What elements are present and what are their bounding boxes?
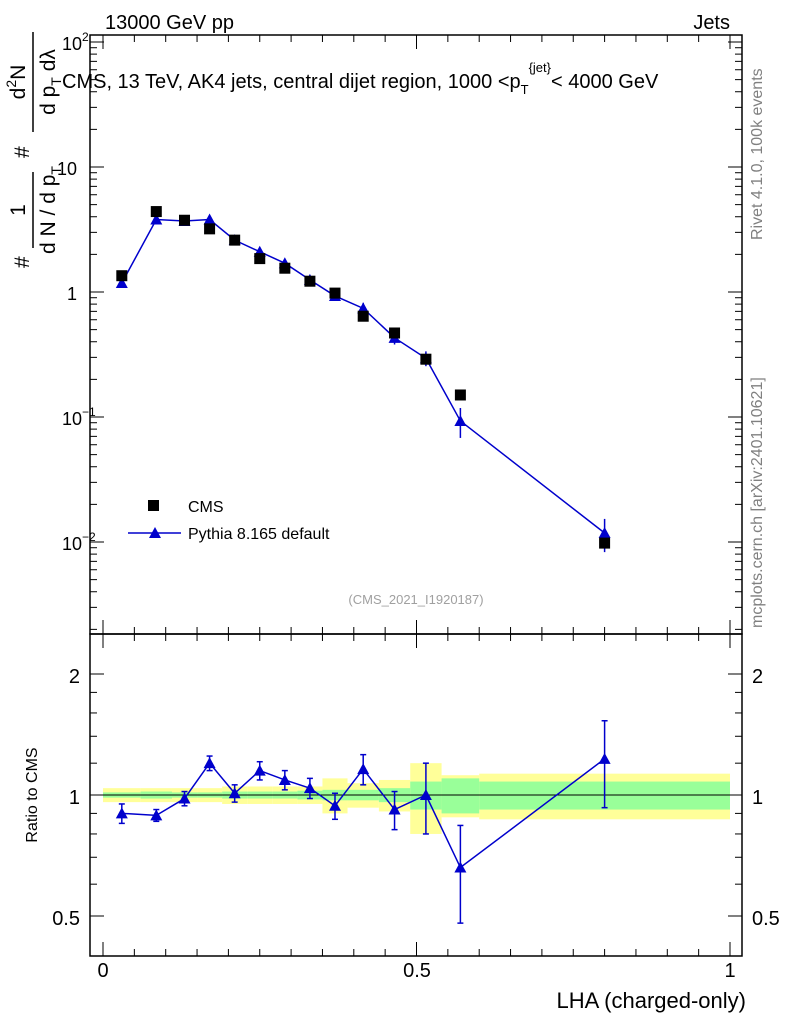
ratio-tick-label-2-right: 2 — [752, 666, 763, 688]
ratio-tick-label-05-left: 0.5 — [52, 908, 80, 930]
cms-point — [329, 287, 341, 299]
main-frame — [89, 34, 743, 635]
cms-point — [204, 223, 216, 235]
analysis-tag: (CMS_2021_I1920187) — [348, 592, 483, 607]
ratio-point — [303, 782, 316, 794]
ratio-point — [178, 792, 191, 804]
legend-cms-label: CMS — [188, 499, 224, 516]
ratio-point — [328, 799, 341, 811]
ytick-label-1e2: 102 — [62, 30, 89, 54]
y-axis-label-hash: # — [11, 146, 34, 158]
legend-pythia-marker — [149, 527, 161, 538]
cms-point — [357, 310, 369, 322]
rivet-version-label: Rivet 4.1.0, 100k events — [749, 68, 766, 240]
cms-point — [279, 262, 291, 274]
y-axis-label-one: 1 — [7, 204, 30, 216]
ratio-stat-uncertainty-band — [103, 778, 730, 814]
cms-point — [179, 214, 191, 226]
stat-band-bin — [441, 778, 480, 814]
plot-title: CMS, 13 TeV, AK4 jets, central dijet reg… — [62, 60, 659, 97]
ytick-label-1e-2: 10−2 — [62, 530, 96, 554]
header-right: Jets — [693, 12, 730, 34]
header-left: 13000 GeV pp — [105, 12, 234, 34]
y-axis-label-den: d pT dλ — [37, 49, 64, 115]
ratio-point — [203, 757, 216, 769]
ratio-point — [115, 807, 128, 819]
pythia-point — [203, 213, 216, 225]
ratio-point — [278, 773, 291, 785]
ratio-point — [253, 764, 266, 776]
ratio-line — [121, 758, 606, 869]
ratio-tick-label-2-left: 2 — [69, 666, 80, 688]
ratio-point — [150, 809, 163, 821]
pythia-point — [598, 527, 611, 539]
cms-point — [254, 253, 266, 265]
cms-point — [304, 275, 316, 287]
cms-point — [454, 389, 466, 401]
y-axis-label-num: d2N — [3, 65, 30, 100]
pythia-point — [115, 277, 128, 289]
cms-point — [116, 270, 128, 282]
ratio-tick-label-1-right: 1 — [752, 787, 763, 809]
ratio-point — [454, 861, 467, 873]
xtick-label-0: 0 — [97, 960, 108, 982]
cms-point — [420, 353, 432, 365]
cms-series — [116, 206, 611, 549]
xtick-label-05: 0.5 — [403, 960, 431, 982]
ratio-point — [598, 752, 611, 764]
cms-point — [389, 327, 401, 339]
ratio-series — [115, 720, 611, 924]
ratio-tick-label-05-right: 0.5 — [752, 908, 780, 930]
pythia-point — [150, 213, 163, 225]
pythia-point — [454, 414, 467, 426]
cms-point — [229, 234, 241, 246]
ratio-point — [357, 763, 370, 775]
y-axis-label-lhs: # — [11, 256, 34, 268]
ratio-point — [419, 789, 432, 800]
ytick-label-1: 1 — [67, 284, 77, 304]
axis-ticks — [90, 35, 742, 956]
ratio-tick-label-1-left: 1 — [69, 787, 80, 809]
x-axis-label: LHA (charged-only) — [556, 988, 746, 1013]
cms-point — [599, 537, 611, 549]
ratio-y-axis-label: Ratio to CMS — [24, 747, 41, 842]
mcplots-credit-label: mcplots.cern.ch [arXiv:2401.10621] — [749, 377, 766, 628]
ytick-label-1e-1: 10−1 — [62, 405, 96, 429]
y-axis-label: # 1 d N / d pT # d2N d pT dλ — [3, 32, 64, 268]
legend-cms-marker — [148, 500, 159, 511]
ratio-point — [228, 787, 241, 799]
y-axis-label-dn: d N / d pT — [37, 166, 64, 254]
pythia-point — [357, 302, 370, 314]
legend-pythia-label: Pythia 8.165 default — [188, 526, 330, 543]
ytick-label-10: 10 — [57, 159, 77, 179]
ratio-point — [388, 803, 401, 815]
cms-point — [150, 206, 162, 218]
xtick-label-1: 1 — [724, 960, 735, 982]
legend: CMS Pythia 8.165 default — [128, 499, 330, 543]
pythia-line — [121, 218, 606, 534]
